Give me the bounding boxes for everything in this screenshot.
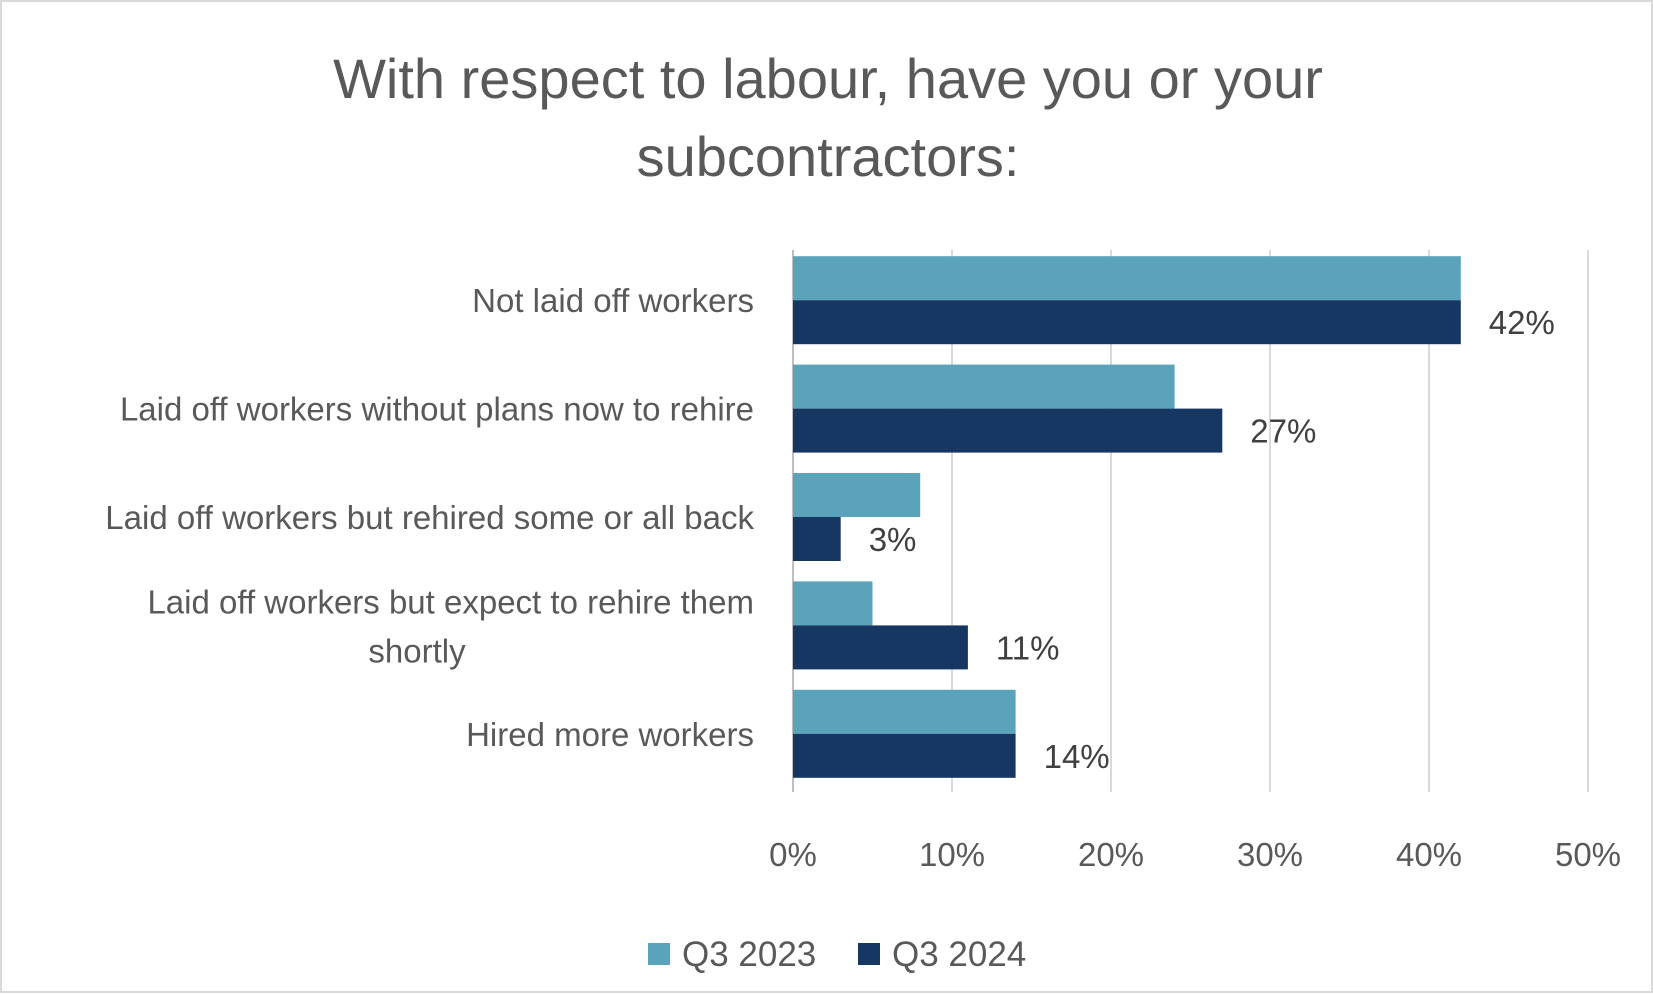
x-tick-label: 10%	[919, 836, 985, 873]
chart-title: With respect to labour, have you or your…	[333, 47, 1323, 188]
legend-label: Q3 2023	[682, 935, 816, 974]
bar-q3-2024	[793, 517, 841, 561]
chart-title-line-2: subcontractors:	[637, 125, 1020, 188]
data-labels: 42% 27% 3% 11% 14%	[869, 304, 1555, 775]
data-label: 27%	[1250, 413, 1316, 450]
bar-q3-2024	[793, 625, 968, 670]
data-label: 14%	[1044, 738, 1110, 775]
legend-swatch	[858, 943, 880, 965]
chart-title-line-1: With respect to labour, have you or your	[333, 47, 1323, 110]
x-tick-label: 0%	[769, 836, 817, 873]
x-tick-label: 30%	[1237, 836, 1303, 873]
x-tick-label: 50%	[1555, 836, 1621, 873]
bar-q3-2023	[793, 473, 921, 517]
bar-q3-2024	[793, 733, 1016, 778]
bar-q3-2023	[793, 581, 873, 626]
category-label: Laid off workers without plans now to re…	[120, 391, 754, 428]
data-label: 11%	[996, 629, 1060, 666]
category-label-continuation: shortly	[368, 632, 466, 669]
bars	[793, 256, 1461, 778]
x-tick-label: 20%	[1078, 836, 1144, 873]
data-label: 3%	[869, 521, 917, 558]
x-tick-label: 40%	[1396, 836, 1462, 873]
bar-q3-2024	[793, 300, 1461, 345]
bar-q3-2024	[793, 408, 1223, 453]
category-label: Laid off workers but expect to rehire th…	[147, 583, 754, 620]
x-axis-tick-labels: 0% 10% 20% 30% 40% 50%	[769, 836, 1621, 873]
legend-label: Q3 2024	[892, 935, 1026, 974]
category-label: Laid off workers but rehired some or all…	[105, 499, 754, 536]
legend-swatch	[648, 943, 670, 965]
bar-q3-2023	[793, 689, 1016, 734]
data-label: 42%	[1489, 304, 1555, 341]
bar-q3-2023	[793, 256, 1461, 301]
category-label: Hired more workers	[466, 716, 754, 753]
category-label: Not laid off workers	[472, 282, 754, 319]
legend: Q3 2023 Q3 2024	[648, 935, 1026, 974]
category-labels: Not laid off workers Laid off workers wit…	[105, 282, 754, 753]
bar-q3-2023	[793, 364, 1175, 409]
